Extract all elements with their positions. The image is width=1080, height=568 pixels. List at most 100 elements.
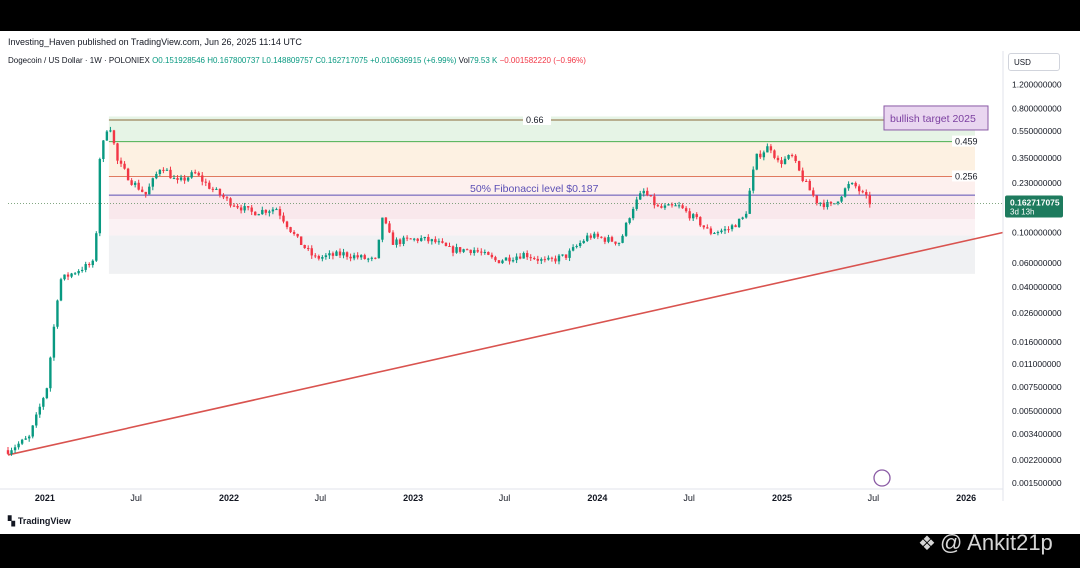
fib-band-2 xyxy=(108,176,975,196)
candle-body xyxy=(649,195,653,197)
candle-body xyxy=(285,221,289,228)
candle-body xyxy=(155,173,158,179)
symbol-label[interactable]: Dogecoin / US Dollar · 1W · POLONIEX xyxy=(8,56,150,65)
close-value: C0.162717075 xyxy=(315,56,368,65)
candle-body xyxy=(137,182,140,190)
fib-band-5 xyxy=(108,235,975,274)
candle-body xyxy=(31,425,34,437)
candle-body xyxy=(133,182,137,185)
candle-body xyxy=(635,199,638,209)
candle-body xyxy=(208,182,211,189)
candle-body xyxy=(822,202,826,208)
candle-body xyxy=(49,357,52,389)
chart-panel: Investing_Haven published on TradingView… xyxy=(0,31,1080,534)
candle-body xyxy=(24,438,27,440)
candle-body xyxy=(88,264,91,266)
candle-body xyxy=(458,247,462,252)
candle-body xyxy=(236,205,239,208)
candle-body xyxy=(158,169,162,174)
candle-body xyxy=(536,258,539,261)
event-icon[interactable] xyxy=(873,469,891,487)
candle-body xyxy=(670,204,674,206)
tradingview-brand: TradingView xyxy=(17,516,71,526)
candle-body xyxy=(508,257,511,262)
candle-body xyxy=(6,450,10,454)
candle-body xyxy=(469,249,472,254)
candle-body xyxy=(836,201,840,204)
candle-body xyxy=(783,158,787,165)
watermark-logo-icon: ❖ xyxy=(918,533,936,555)
candle-body xyxy=(494,257,497,261)
candle-body xyxy=(338,251,342,256)
candle-body xyxy=(151,178,155,187)
candle-body xyxy=(843,188,847,197)
candle-body xyxy=(176,178,179,180)
candle-body xyxy=(706,227,709,229)
candle-body xyxy=(529,257,532,259)
candle-body xyxy=(462,249,465,252)
ohlc-legend: Dogecoin / US Dollar · 1W · POLONIEX O0.… xyxy=(8,56,586,65)
candle-body xyxy=(20,439,24,444)
candle-body xyxy=(310,248,313,256)
candle-body xyxy=(193,172,197,174)
bullish-target-box xyxy=(883,105,989,131)
candle-body xyxy=(642,190,645,194)
price-tick: 0.026000000 xyxy=(1012,308,1062,318)
candle-body xyxy=(766,146,769,153)
tradingview-logo: ▚ TradingView xyxy=(8,516,71,527)
candle-body xyxy=(617,242,621,244)
candle-body xyxy=(289,227,292,233)
watermark-text: @ Ankit21p xyxy=(939,530,1053,555)
candle-body xyxy=(35,414,38,426)
candle-body xyxy=(126,168,130,181)
candle-body xyxy=(59,279,63,301)
time-tick: 2026 xyxy=(956,493,976,503)
candle-body xyxy=(356,255,359,258)
price-tick: 0.011000000 xyxy=(1012,359,1061,369)
candle-body xyxy=(699,217,702,226)
candle-body xyxy=(17,443,20,448)
price-tick: 0.016000000 xyxy=(1012,337,1062,347)
candle-body xyxy=(412,238,416,240)
bullish-target-annotation: bullish target 2025 xyxy=(890,113,976,125)
candle-body xyxy=(759,153,762,158)
candle-body xyxy=(769,146,773,151)
candle-body xyxy=(734,225,737,228)
candle-body xyxy=(183,177,186,181)
candle-body xyxy=(215,188,218,190)
candle-body xyxy=(112,130,116,144)
candle-body xyxy=(504,257,508,261)
high-value: H0.167800737 xyxy=(207,56,260,65)
candle-body xyxy=(278,209,282,216)
time-tick: Jul xyxy=(315,493,327,503)
candle-body xyxy=(695,214,698,218)
candle-body xyxy=(773,150,776,158)
watermark: ❖ @ Ankit21p xyxy=(918,530,1053,556)
candle-body xyxy=(801,170,804,181)
candle-body xyxy=(515,256,518,261)
candle-body xyxy=(437,241,441,243)
candle-body xyxy=(628,218,631,223)
candle-body xyxy=(465,249,469,251)
candle-body xyxy=(123,163,126,169)
candle-body xyxy=(84,264,87,270)
candle-body xyxy=(776,157,780,161)
candle-body xyxy=(395,239,398,245)
candle-body xyxy=(744,213,748,218)
candle-body xyxy=(292,232,296,234)
candle-body xyxy=(162,169,165,171)
candle-body xyxy=(868,195,871,205)
candle-body xyxy=(819,202,822,204)
candle-body xyxy=(483,252,487,254)
currency-selector[interactable]: USD xyxy=(1008,53,1060,71)
price-chart[interactable]: 0.66 0.459 0.256 50% Fibonacci level $0.187… xyxy=(0,31,1080,534)
candle-body xyxy=(600,236,603,238)
candle-body xyxy=(854,182,857,187)
candle-body xyxy=(455,247,458,253)
candle-body xyxy=(91,260,94,266)
trendline xyxy=(7,231,1004,456)
candle-body xyxy=(307,248,310,250)
fib-label-bg-2 xyxy=(952,170,980,182)
time-tick: 2023 xyxy=(403,493,423,503)
candle-body xyxy=(667,204,670,206)
